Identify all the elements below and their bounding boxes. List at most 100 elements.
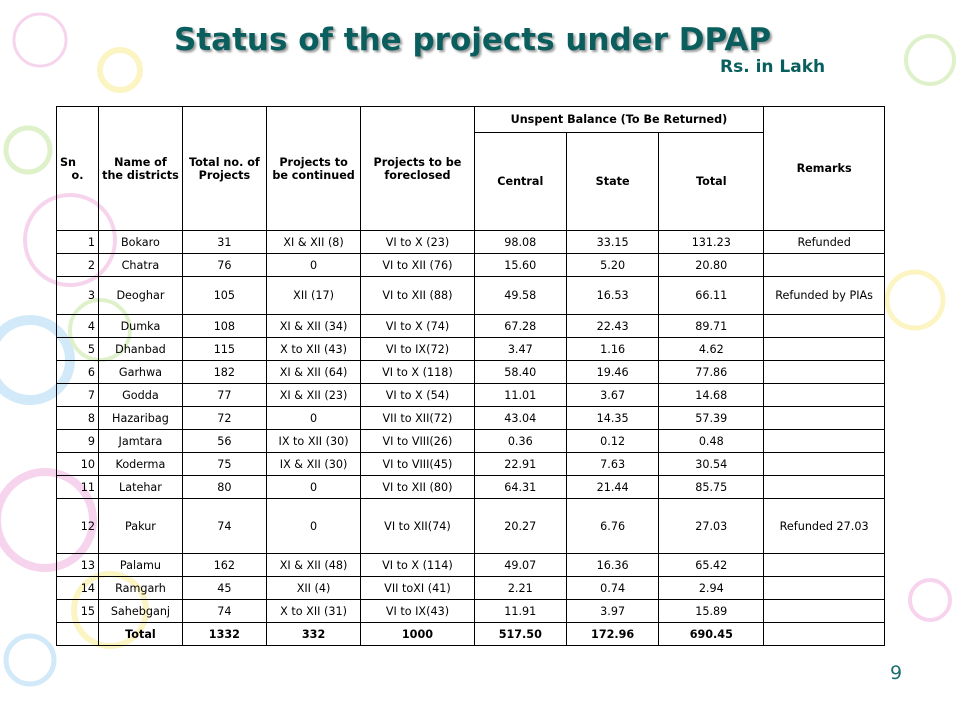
cell-total-projects: 77 xyxy=(181,383,267,407)
cell-foreclosed: VI to X (54) xyxy=(360,383,475,407)
header-sno-bottom: o. xyxy=(71,168,84,182)
cell-continued: XI & XII (48) xyxy=(265,553,362,577)
cell-district: Chatra xyxy=(97,253,183,277)
cell-total-projects: 182 xyxy=(181,360,267,384)
table-row: 13 Palamu 162 XI & XII (48) VI to X (114) 49.… xyxy=(56,553,885,577)
table-row: 12 Pakur 74 0 VI to XII(74) 20.27 6.76 27.03 Ref… xyxy=(56,498,885,554)
cell-central: 20.27 xyxy=(473,498,567,554)
cell-state: 19.46 xyxy=(565,360,660,384)
cell-state: 0.74 xyxy=(565,576,660,600)
table-row: 6 Garhwa 182 XI & XII (64) VI to X (118) 58.4… xyxy=(56,360,885,384)
cell-district: Ramgarh xyxy=(97,576,183,600)
total-sno-empty xyxy=(56,622,99,646)
cell-total-projects: 80 xyxy=(181,475,267,499)
cell-central: 49.58 xyxy=(473,276,567,315)
header-district: Name of the districts xyxy=(97,106,183,231)
cell-foreclosed: VI to X (23) xyxy=(360,230,475,254)
table-row: 4 Dumka 108 XI & XII (34) VI to X (74) 67.28 2… xyxy=(56,314,885,338)
cell-district: Godda xyxy=(97,383,183,407)
cell-continued: XI & XII (8) xyxy=(265,230,362,254)
cell-total-projects: 56 xyxy=(181,429,267,453)
header-state: State xyxy=(565,132,660,231)
cell-state: 1.16 xyxy=(565,337,660,361)
cell-total: 27.03 xyxy=(658,498,765,554)
cell-foreclosed: VI to XII (88) xyxy=(360,276,475,315)
cell-central: 11.91 xyxy=(473,599,567,623)
total-total: 690.45 xyxy=(658,622,765,646)
cell-remarks xyxy=(763,406,885,430)
cell-central: 15.60 xyxy=(473,253,567,277)
cell-total: 57.39 xyxy=(658,406,765,430)
cell-remarks xyxy=(763,314,885,338)
cell-total: 0.48 xyxy=(658,429,765,453)
cell-continued: 0 xyxy=(265,475,362,499)
cell-sno: 2 xyxy=(56,253,99,277)
total-continued: 332 xyxy=(265,622,362,646)
cell-total-projects: 76 xyxy=(181,253,267,277)
cell-total-projects: 162 xyxy=(181,553,267,577)
cell-state: 21.44 xyxy=(565,475,660,499)
cell-foreclosed: VII toXI (41) xyxy=(360,576,475,600)
cell-central: 67.28 xyxy=(473,314,567,338)
table-row: 9 Jamtara 56 IX to XII (30) VI to VIII(26) 0.… xyxy=(56,429,885,453)
cell-remarks: Refunded by PIAs xyxy=(763,276,885,315)
cell-district: Palamu xyxy=(97,553,183,577)
table-row: 5 Dhanbad 115 X to XII (43) VI to IX(72) 3.47… xyxy=(56,337,885,361)
cell-sno: 10 xyxy=(56,452,99,476)
cell-central: 2.21 xyxy=(473,576,567,600)
header-unspent: Unspent Balance (To Be Returned) xyxy=(473,106,765,133)
cell-total: 4.62 xyxy=(658,337,765,361)
header-central: Central xyxy=(473,132,567,231)
cell-district: Garhwa xyxy=(97,360,183,384)
cell-total: 14.68 xyxy=(658,383,765,407)
cell-state: 0.12 xyxy=(565,429,660,453)
cell-foreclosed: VI to VIII(26) xyxy=(360,429,475,453)
header-total: Total xyxy=(658,132,765,231)
cell-central: 0.36 xyxy=(473,429,567,453)
cell-remarks xyxy=(763,429,885,453)
header-remarks: Remarks xyxy=(763,106,885,231)
cell-foreclosed: VII to XII(72) xyxy=(360,406,475,430)
header-continued: Projects to be continued xyxy=(265,106,362,231)
cell-remarks xyxy=(763,337,885,361)
table-row: 10 Koderma 75 IX & XII (30) VI to VIII(45) 22… xyxy=(56,452,885,476)
total-label: Total xyxy=(97,622,183,646)
total-remarks xyxy=(763,622,885,646)
cell-foreclosed: VI to VIII(45) xyxy=(360,452,475,476)
cell-foreclosed: VI to IX(72) xyxy=(360,337,475,361)
cell-state: 6.76 xyxy=(565,498,660,554)
cell-total: 85.75 xyxy=(658,475,765,499)
cell-central: 11.01 xyxy=(473,383,567,407)
cell-district: Koderma xyxy=(97,452,183,476)
header-sno-top: Sn xyxy=(60,155,77,169)
total-foreclosed: 1000 xyxy=(360,622,475,646)
table-row: 15 Sahebganj 74 X to XII (31) VI to IX(43) 11… xyxy=(56,599,885,623)
cell-district: Hazaribag xyxy=(97,406,183,430)
cell-state: 3.97 xyxy=(565,599,660,623)
cell-foreclosed: VI to XII (80) xyxy=(360,475,475,499)
table-row: 1 Bokaro 31 XI & XII (8) VI to X (23) 98.08 33… xyxy=(56,230,885,254)
cell-remarks xyxy=(763,553,885,577)
projects-table: Sn o. Name of the districts Total no. of… xyxy=(56,106,885,646)
cell-state: 14.35 xyxy=(565,406,660,430)
table-row: 7 Godda 77 XI & XII (23) VI to X (54) 11.01 3.… xyxy=(56,383,885,407)
cell-continued: 0 xyxy=(265,253,362,277)
cell-district: Dhanbad xyxy=(97,337,183,361)
header-total-projects: Total no. of Projects xyxy=(181,106,267,231)
cell-continued: XI & XII (23) xyxy=(265,383,362,407)
unit-label: Rs. in Lakh xyxy=(720,57,826,77)
cell-continued: IX to XII (30) xyxy=(265,429,362,453)
cell-total: 131.23 xyxy=(658,230,765,254)
cell-central: 98.08 xyxy=(473,230,567,254)
cell-continued: IX & XII (30) xyxy=(265,452,362,476)
cell-continued: 0 xyxy=(265,498,362,554)
cell-total-projects: 105 xyxy=(181,276,267,315)
cell-sno: 9 xyxy=(56,429,99,453)
cell-sno: 14 xyxy=(56,576,99,600)
cell-central: 43.04 xyxy=(473,406,567,430)
cell-central: 3.47 xyxy=(473,337,567,361)
cell-sno: 4 xyxy=(56,314,99,338)
cell-district: Jamtara xyxy=(97,429,183,453)
cell-total-projects: 108 xyxy=(181,314,267,338)
table-row: 14 Ramgarh 45 XII (4) VII toXI (41) 2.21 0.74 2… xyxy=(56,576,885,600)
